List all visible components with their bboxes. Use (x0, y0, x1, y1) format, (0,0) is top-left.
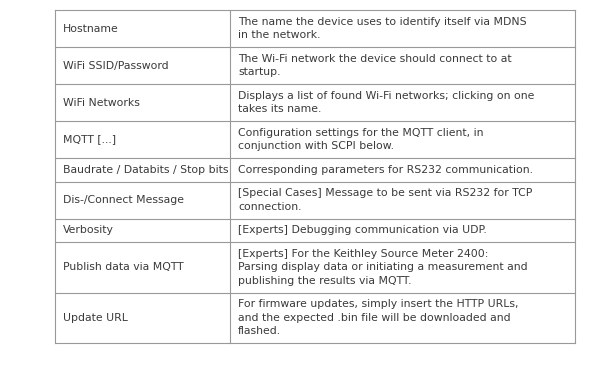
Text: Configuration settings for the MQTT client, in: Configuration settings for the MQTT clie… (238, 128, 484, 138)
Text: Verbosity: Verbosity (63, 225, 114, 235)
Text: For firmware updates, simply insert the HTTP URLs,: For firmware updates, simply insert the … (238, 299, 518, 309)
Text: Displays a list of found Wi-Fi networks; clicking on one: Displays a list of found Wi-Fi networks;… (238, 91, 535, 101)
Text: Parsing display data or initiating a measurement and: Parsing display data or initiating a mea… (238, 262, 527, 272)
Text: startup.: startup. (238, 67, 281, 77)
Text: MQTT [...]: MQTT [...] (63, 135, 116, 144)
Text: [Special Cases] Message to be sent via RS232 for TCP: [Special Cases] Message to be sent via R… (238, 188, 532, 198)
Text: [Experts] Debugging communication via UDP.: [Experts] Debugging communication via UD… (238, 225, 487, 235)
Text: Baudrate / Databits / Stop bits: Baudrate / Databits / Stop bits (63, 165, 229, 175)
Text: connection.: connection. (238, 202, 302, 212)
Text: publishing the results via MQTT.: publishing the results via MQTT. (238, 276, 412, 286)
Text: Corresponding parameters for RS232 communication.: Corresponding parameters for RS232 commu… (238, 165, 533, 175)
Text: takes its name.: takes its name. (238, 104, 322, 114)
Text: flashed.: flashed. (238, 326, 281, 336)
Text: WiFi SSID/Password: WiFi SSID/Password (63, 60, 169, 71)
Text: Dis-/Connect Message: Dis-/Connect Message (63, 195, 184, 205)
Text: The Wi-Fi network the device should connect to at: The Wi-Fi network the device should conn… (238, 54, 512, 64)
Text: conjunction with SCPI below.: conjunction with SCPI below. (238, 141, 394, 151)
Text: The name the device uses to identify itself via MDNS: The name the device uses to identify its… (238, 17, 527, 27)
Text: WiFi Networks: WiFi Networks (63, 98, 140, 108)
Text: [Experts] For the Keithley Source Meter 2400:: [Experts] For the Keithley Source Meter … (238, 249, 488, 259)
Text: Hostname: Hostname (63, 24, 119, 33)
Text: Publish data via MQTT: Publish data via MQTT (63, 262, 184, 272)
Text: in the network.: in the network. (238, 30, 320, 40)
Text: and the expected .bin file will be downloaded and: and the expected .bin file will be downl… (238, 313, 511, 323)
Text: Update URL: Update URL (63, 313, 128, 323)
